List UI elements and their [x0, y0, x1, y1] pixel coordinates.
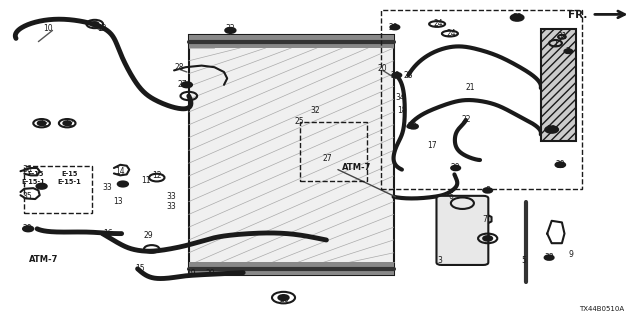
Bar: [189, 35, 394, 48]
Text: 12: 12: [65, 119, 74, 128]
Text: 23: 23: [403, 71, 413, 80]
Text: 11: 11: [141, 176, 150, 185]
Text: 24: 24: [446, 29, 456, 38]
Text: 31: 31: [557, 32, 567, 41]
Bar: [189, 262, 394, 275]
Text: 12: 12: [39, 119, 48, 128]
Text: 3: 3: [438, 256, 443, 265]
Text: 33: 33: [102, 183, 113, 192]
Bar: [189, 35, 394, 275]
Circle shape: [225, 28, 236, 33]
Text: 29: 29: [451, 164, 461, 172]
Text: 25: 25: [294, 117, 305, 126]
Text: 19: 19: [186, 269, 196, 278]
Text: 29: 29: [388, 23, 399, 32]
Text: ATM-7: ATM-7: [342, 164, 372, 172]
Circle shape: [545, 255, 554, 260]
Circle shape: [182, 82, 192, 87]
Text: 4: 4: [485, 234, 490, 243]
Circle shape: [483, 188, 492, 193]
Text: 33: 33: [544, 253, 554, 262]
Circle shape: [545, 126, 558, 133]
Text: 18: 18: [397, 106, 406, 115]
Text: 29: 29: [555, 160, 565, 169]
Circle shape: [556, 163, 565, 167]
Text: 17: 17: [427, 141, 437, 150]
Text: E-15-1: E-15-1: [21, 179, 45, 185]
Text: 5: 5: [521, 256, 526, 265]
Text: 22: 22: [461, 116, 470, 124]
Text: 34: 34: [395, 93, 405, 102]
Bar: [541, 29, 576, 141]
Text: 1: 1: [553, 39, 558, 48]
Circle shape: [564, 49, 572, 53]
Text: 27: 27: [177, 80, 188, 89]
Text: 30: 30: [547, 125, 557, 134]
Text: 32: 32: [310, 106, 321, 115]
Text: E-15-1: E-15-1: [57, 179, 81, 185]
Text: E-15: E-15: [61, 172, 77, 177]
Circle shape: [483, 236, 492, 241]
Text: 2: 2: [566, 47, 571, 56]
Text: FR.: FR.: [568, 10, 588, 20]
Text: 24: 24: [433, 20, 444, 28]
Text: 13: 13: [113, 197, 124, 206]
Text: ATM-7: ATM-7: [29, 255, 58, 264]
Circle shape: [118, 181, 128, 187]
Text: 20: 20: [378, 64, 388, 73]
Text: 36: 36: [22, 165, 33, 174]
Text: 29: 29: [143, 231, 154, 240]
Text: 29: 29: [390, 71, 401, 80]
Text: 28: 28: [175, 63, 184, 72]
Circle shape: [91, 22, 99, 26]
Text: 15: 15: [134, 264, 145, 273]
Circle shape: [511, 14, 524, 21]
Text: 29: 29: [408, 122, 418, 131]
Text: TX44B0510A: TX44B0510A: [579, 306, 624, 312]
Circle shape: [38, 121, 45, 125]
Text: 30: 30: [512, 13, 522, 22]
Bar: [300, 122, 367, 181]
Text: 29: 29: [205, 269, 215, 278]
Circle shape: [451, 166, 460, 170]
Circle shape: [392, 73, 401, 77]
Text: 27: 27: [323, 154, 333, 163]
Text: 33: 33: [166, 202, 177, 211]
Text: 6: 6: [449, 192, 454, 201]
Bar: [24, 166, 92, 213]
Text: 21: 21: [466, 84, 475, 92]
Text: 10: 10: [43, 24, 53, 33]
Text: E-15: E-15: [27, 172, 44, 177]
FancyBboxPatch shape: [436, 196, 488, 265]
Text: 12: 12: [152, 172, 161, 180]
Text: 7: 7: [483, 215, 488, 224]
Text: 8: 8: [485, 186, 490, 195]
Text: 26: 26: [280, 295, 290, 304]
Text: 16: 16: [102, 229, 113, 238]
Text: 14: 14: [115, 167, 125, 176]
Circle shape: [278, 295, 289, 300]
Circle shape: [23, 226, 33, 231]
Circle shape: [409, 124, 418, 129]
Circle shape: [36, 184, 47, 189]
Text: 32: 32: [225, 24, 236, 33]
Circle shape: [390, 25, 399, 29]
Bar: [381, 10, 582, 189]
Text: 35: 35: [22, 192, 33, 201]
Circle shape: [63, 121, 71, 125]
Text: 9: 9: [568, 250, 573, 259]
Text: 12: 12: [98, 24, 107, 33]
Text: 33: 33: [166, 192, 177, 201]
Circle shape: [556, 163, 564, 167]
Text: 29: 29: [22, 224, 32, 233]
